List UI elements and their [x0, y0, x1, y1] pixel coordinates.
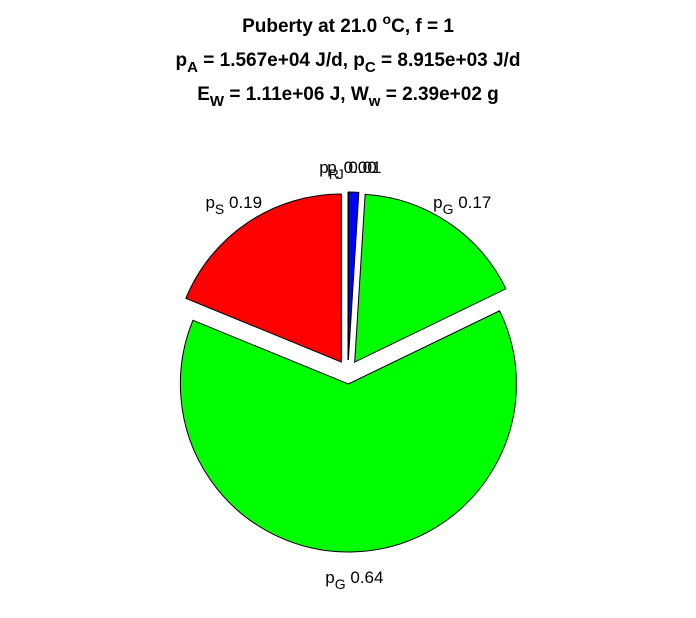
title-sub: A — [187, 59, 198, 76]
title-text: p — [176, 50, 188, 71]
slice-label-value: 0.01 — [348, 158, 381, 177]
title-text: C, f = 1 — [391, 16, 454, 37]
title-sub: C — [365, 59, 376, 76]
title-text: Puberty at 21.0 — [242, 16, 382, 37]
slice-label-name: p — [327, 158, 336, 177]
slice-label-name: p — [433, 193, 442, 212]
slice-label-sub: G — [335, 576, 346, 592]
chart-title: Puberty at 21.0 o​C, f = 1 — [242, 11, 454, 37]
title-text: = 1.567e+04 J/d, p — [198, 50, 365, 71]
title-text: = 8.915e+03 J/d — [376, 50, 521, 71]
slice-label-name: p — [325, 568, 334, 587]
title-text: = 2.39e+02 g — [380, 84, 498, 105]
slice-label-sub: S — [215, 201, 224, 217]
slice-label: pJ 0.01 — [327, 158, 381, 182]
pie-slice — [354, 193, 507, 363]
pie-slice — [179, 310, 517, 553]
title-sub: W — [210, 93, 225, 110]
slice-label-sub: J — [337, 166, 344, 182]
slice-label: pR 0.00 — [319, 158, 376, 182]
chart-title: pA​ = 1.567e+04 J/d, pC​ = 8.915e+03 J/d — [176, 50, 521, 76]
pie-slice — [347, 191, 360, 361]
slice-label-value: 0.64 — [350, 568, 383, 587]
slice-label: pS 0.19 — [205, 193, 262, 217]
title-sub: w — [368, 93, 381, 110]
title-text: E — [197, 84, 210, 105]
title-sup: o — [383, 11, 392, 27]
slice-label-value: 0.00 — [344, 158, 377, 177]
slice-label-name: p — [319, 158, 328, 177]
slice-label-value: 0.17 — [458, 193, 491, 212]
slice-label-name: p — [205, 193, 214, 212]
slice-label-sub: G — [443, 201, 454, 217]
chart-title: EW​ = 1.11e+06 J, Ww​ = 2.39e+02 g — [197, 84, 499, 110]
pie-slice — [185, 193, 342, 363]
title-text: = 1.11e+06 J, W — [224, 84, 369, 105]
slice-label: pG 0.17 — [433, 193, 491, 217]
slice-label: pG 0.64 — [325, 568, 383, 592]
slice-label-sub: R — [329, 166, 339, 182]
slice-label-value: 0.19 — [229, 193, 262, 212]
